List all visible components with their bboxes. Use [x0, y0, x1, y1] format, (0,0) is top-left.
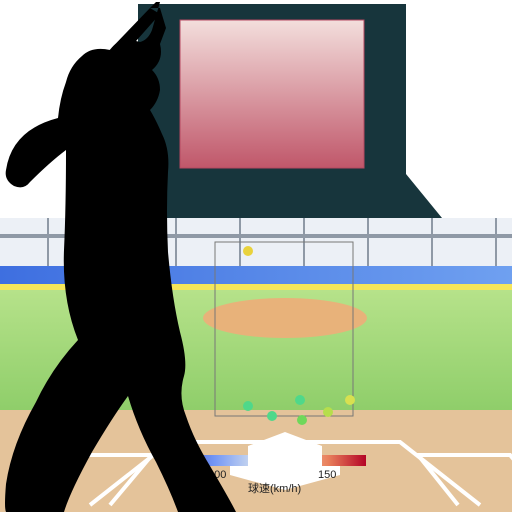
scoreboard-screen: [180, 20, 364, 168]
pitch-marker: [243, 246, 253, 256]
pitch-location-chart: { "canvas": {"w":512,"h":512,"bg":"#ffff…: [0, 0, 512, 512]
pitch-marker: [295, 395, 305, 405]
chart-svg: 100150球速(km/h): [0, 0, 512, 512]
legend-title: 球速(km/h): [248, 481, 301, 495]
pitch-marker: [345, 395, 355, 405]
legend-tick: 150: [318, 469, 336, 481]
pitch-marker: [323, 407, 333, 417]
pitch-marker: [243, 401, 253, 411]
pitch-marker: [267, 411, 277, 421]
pitchers-mound: [203, 298, 367, 338]
pitch-marker: [297, 415, 307, 425]
